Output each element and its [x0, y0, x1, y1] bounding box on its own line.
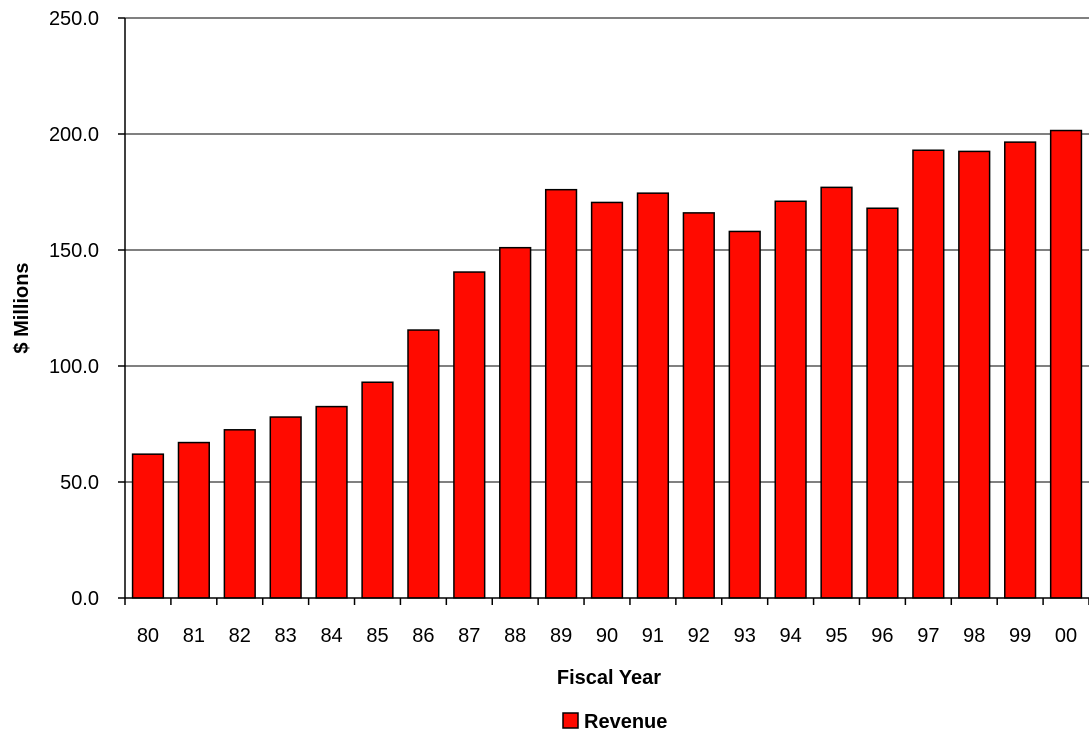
bar-85 [361, 381, 394, 599]
bar-96 [866, 207, 899, 599]
bar-00 [1049, 129, 1083, 599]
bar-88 [499, 246, 532, 599]
bar-90 [590, 201, 624, 599]
x-tick-label: 00 [1055, 625, 1077, 647]
bar-84 [315, 405, 348, 599]
bar-92 [682, 212, 715, 599]
x-axis-title: Fiscal Year [557, 667, 661, 689]
y-tick-label: 200.0 [49, 124, 99, 146]
x-tick-label: 88 [504, 625, 526, 647]
x-tick-label: 96 [871, 625, 893, 647]
bar-83 [269, 416, 302, 599]
bar-97 [912, 149, 945, 599]
bars [131, 129, 1083, 599]
x-tick-label: 80 [137, 625, 159, 647]
y-tick-label: 250.0 [49, 8, 99, 30]
legend-label-revenue: Revenue [584, 711, 667, 733]
x-tick-label: 95 [825, 625, 847, 647]
x-tick-label: 87 [458, 625, 480, 647]
bar-81 [177, 441, 210, 599]
y-tick-label: 0.0 [71, 588, 99, 610]
y-axis-title: $ Millions [11, 262, 33, 353]
y-axis-ticks: 0.0 50.0 100.0 150.0 200.0 250.0 [49, 8, 125, 610]
bar-80 [131, 453, 165, 599]
x-tick-label: 83 [275, 625, 297, 647]
x-tick-label: 97 [917, 625, 939, 647]
legend-swatch-revenue [562, 712, 579, 729]
y-tick-label: 150.0 [49, 240, 99, 262]
bar-87 [453, 271, 486, 599]
bar-93 [728, 230, 761, 599]
x-tick-label: 81 [183, 625, 205, 647]
x-tick-label: 91 [642, 625, 664, 647]
x-tick-label: 86 [412, 625, 434, 647]
legend: Revenue [562, 711, 667, 733]
y-tick-label: 100.0 [49, 356, 99, 378]
y-tick-label: 50.0 [60, 472, 99, 494]
bar-82 [223, 429, 256, 599]
bar-94 [774, 200, 807, 599]
x-tick-label: 93 [734, 625, 756, 647]
x-tick-label: 84 [320, 625, 342, 647]
x-tick-label: 85 [366, 625, 388, 647]
x-axis-ticks: 80 81 82 83 84 85 86 87 88 89 90 91 92 93 94 95 96 97 98 99… [124, 598, 1089, 647]
x-tick-label: 99 [1009, 625, 1031, 647]
x-tick-label: 94 [779, 625, 801, 647]
bar-98 [958, 150, 991, 599]
bar-89 [544, 188, 578, 599]
bar-86 [407, 329, 440, 599]
x-tick-label: 90 [596, 625, 618, 647]
x-tick-label: 82 [229, 625, 251, 647]
bar-91 [636, 192, 670, 599]
x-tick-label: 92 [688, 625, 710, 647]
bar-95 [820, 186, 853, 599]
x-tick-label: 89 [550, 625, 572, 647]
x-tick-label: 98 [963, 625, 985, 647]
bar-99 [1004, 141, 1037, 599]
